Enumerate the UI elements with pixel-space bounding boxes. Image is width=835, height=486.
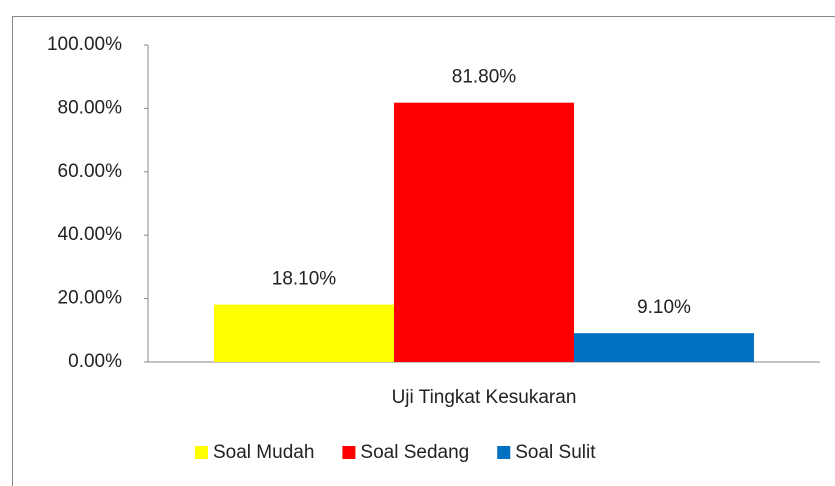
data-label: 18.10% [272,269,337,290]
bar [394,102,574,362]
legend-swatch [342,446,356,459]
data-label: 9.10% [637,297,691,318]
y-tick-label: 40.00% [58,224,123,245]
y-tick-label: 0.00% [68,351,122,372]
legend-label: Soal Sulit [515,442,596,463]
y-tick-label: 60.00% [58,161,123,182]
data-label: 81.80% [452,67,517,88]
legend-label: Soal Mudah [213,442,314,463]
x-tick-label: Uji Tingkat Kesukaran [392,387,577,408]
legend-swatch [497,446,511,459]
y-tick-label: 20.00% [58,288,123,309]
y-tick-label: 80.00% [58,97,123,118]
y-tick-label: 100.00% [47,34,122,55]
legend-swatch [195,446,208,459]
bar [214,304,394,362]
legend-label: Soal Sedang [360,442,469,463]
bar [574,333,754,362]
